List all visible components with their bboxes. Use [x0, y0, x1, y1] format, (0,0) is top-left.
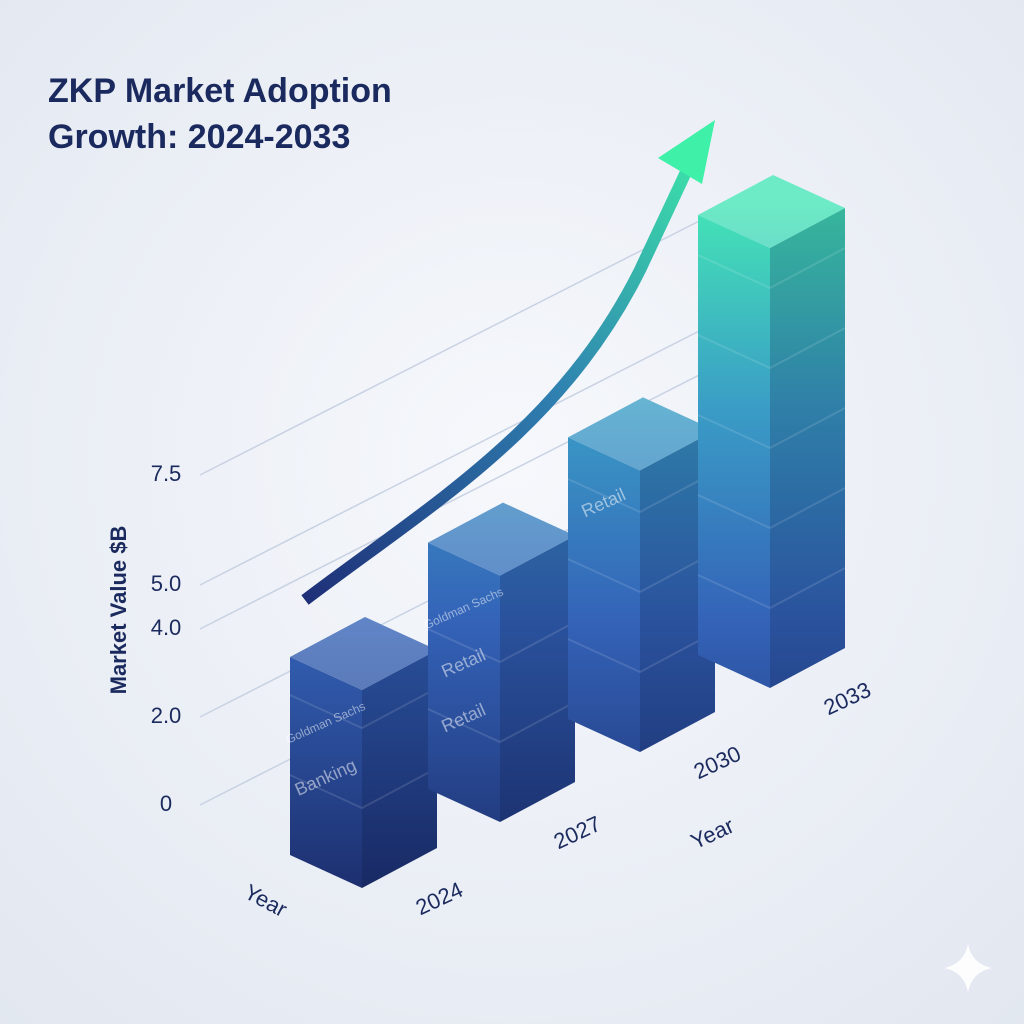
bar-top-highlight [568, 397, 715, 471]
bar-front [568, 437, 640, 752]
bar-band [567, 471, 716, 514]
bar-band [697, 567, 846, 610]
bar-band [427, 621, 576, 664]
grid-line [199, 338, 771, 630]
y-tick-label: 5.0 [151, 571, 182, 596]
bar-band [567, 551, 716, 594]
bar-top [568, 397, 715, 471]
y-tick-label: 7.5 [151, 461, 182, 486]
bar-band [697, 407, 846, 450]
y-axis-label: Market Value $B [106, 526, 131, 695]
bar-side [640, 430, 715, 752]
y-tick-label: 2.0 [151, 703, 182, 728]
bar-band [697, 487, 846, 530]
bar-top [290, 617, 437, 690]
bar [289, 617, 438, 888]
bar [567, 397, 716, 752]
y-tick-label: 4.0 [151, 615, 182, 640]
bar-band [289, 687, 438, 730]
bar [697, 175, 846, 688]
bar-side-shade [362, 650, 437, 888]
bar-front [698, 215, 770, 688]
sparkle-icon [944, 944, 992, 992]
trend-arrow [301, 169, 692, 605]
bar-front [428, 542, 500, 822]
bar-top-highlight [428, 502, 575, 576]
bar-top [698, 175, 845, 248]
bar-band [697, 247, 846, 290]
bar-top-highlight [290, 617, 437, 690]
grid-line [199, 294, 771, 586]
bar-side [770, 208, 845, 688]
bar-band [697, 327, 846, 370]
bar-top-highlight [698, 175, 845, 248]
bar-front [290, 657, 362, 888]
bar [427, 502, 576, 822]
bar-side-shade [500, 535, 575, 822]
y-tick-label: 0 [160, 791, 172, 816]
bar-side-shade [770, 208, 845, 688]
bar-side [362, 650, 437, 888]
trend-arrow-head [658, 120, 715, 184]
bar-band [289, 767, 438, 810]
bar-band [567, 631, 716, 674]
grid-line [199, 184, 771, 476]
chart-title: ZKP Market Adoption Growth: 2024-2033 [48, 72, 392, 156]
bar-side [500, 535, 575, 822]
bar-top [428, 502, 575, 576]
bar-band [427, 701, 576, 744]
bar-side-shade [640, 430, 715, 752]
